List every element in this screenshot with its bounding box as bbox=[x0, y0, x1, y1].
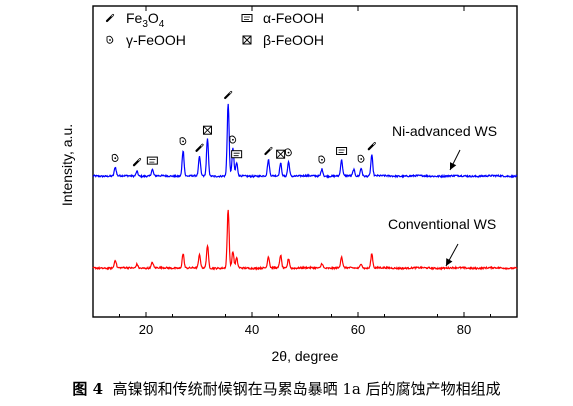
caption-label: 图 4 bbox=[72, 380, 104, 398]
legend-alpha-icon bbox=[241, 14, 253, 22]
x-axis-label: 2θ, degree bbox=[272, 348, 339, 364]
legend-label-alpha: α-FeOOH bbox=[263, 10, 324, 26]
legend-fe3o4-icon bbox=[105, 13, 115, 23]
peak-marker-beta-icon bbox=[202, 125, 212, 135]
plot-frame bbox=[92, 5, 518, 318]
peak-marker-gamma-icon bbox=[285, 148, 292, 157]
peak-marker-fe3o4-icon bbox=[264, 146, 273, 156]
peak-marker-fe3o4-icon bbox=[367, 142, 376, 151]
peak-marker-gamma-icon bbox=[179, 137, 187, 146]
peak-marker-gamma-icon bbox=[111, 153, 119, 162]
caption-text: 高镍钢和传统耐候钢在马累岛暴晒 1a 后的腐蚀产物相组成 bbox=[112, 380, 501, 398]
series-annotation-0: Ni-advanced WS bbox=[392, 123, 497, 139]
series-layer bbox=[92, 103, 518, 271]
series-annotations: Ni-advanced WS Conventional WS bbox=[388, 123, 497, 267]
peak-marker-alpha-icon bbox=[231, 150, 243, 159]
legend-label-gamma: γ-FeOOH bbox=[126, 32, 186, 48]
legend-label-fe3o4: Fe3O4 bbox=[126, 10, 165, 30]
legend-gamma-icon bbox=[106, 35, 114, 44]
x-tick-label-40: 40 bbox=[245, 322, 259, 337]
peak-marker-beta-icon bbox=[276, 149, 286, 159]
x-tick-label-20: 20 bbox=[139, 322, 153, 337]
series-annotation-1: Conventional WS bbox=[388, 216, 496, 232]
peak-markers bbox=[111, 90, 376, 167]
peak-marker-fe3o4-icon bbox=[132, 158, 142, 167]
legend-label-beta: β-FeOOH bbox=[263, 32, 324, 48]
x-tick-label-80: 80 bbox=[457, 322, 471, 337]
y-axis-label: Intensity, a.u. bbox=[59, 124, 75, 206]
peak-marker-alpha-icon bbox=[146, 156, 158, 165]
series-line-1 bbox=[92, 209, 518, 271]
xrd-chart: 20 40 60 80 Fe3O4 γ-FeOOH α-FeOOH β-FeOOH Ni-a… bbox=[59, 5, 518, 364]
peak-marker-alpha-icon bbox=[336, 147, 348, 155]
arrowhead-1 bbox=[446, 258, 453, 266]
peak-marker-fe3o4-icon bbox=[195, 143, 204, 152]
peak-marker-gamma-icon bbox=[318, 155, 326, 164]
legend-beta-icon bbox=[242, 35, 252, 45]
x-axis-ticks: 20 40 60 80 bbox=[119, 6, 491, 337]
legend: Fe3O4 γ-FeOOH α-FeOOH β-FeOOH bbox=[105, 10, 324, 48]
peak-marker-gamma-icon bbox=[229, 135, 237, 144]
peak-marker-gamma-icon bbox=[357, 154, 365, 163]
figure-caption: 图 4 高镍钢和传统耐候钢在马累岛暴晒 1a 后的腐蚀产物相组成 bbox=[0, 378, 573, 399]
x-tick-label-60: 60 bbox=[351, 322, 365, 337]
peak-marker-fe3o4-icon bbox=[224, 90, 233, 100]
series-line-0 bbox=[92, 103, 518, 179]
arrowhead-0 bbox=[450, 162, 457, 170]
